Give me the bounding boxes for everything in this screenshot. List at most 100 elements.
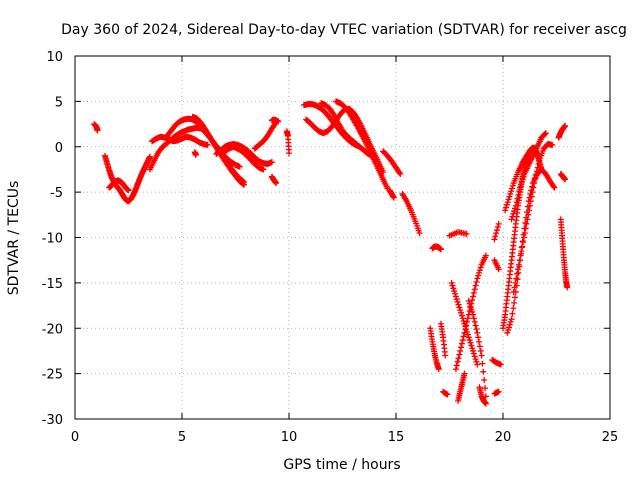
data-point — [514, 266, 521, 273]
data-point — [463, 322, 470, 329]
data-point — [494, 223, 501, 230]
data-point — [454, 298, 461, 305]
y-tick-label: 0 — [55, 141, 63, 156]
data-point — [505, 327, 512, 334]
data-point — [510, 288, 517, 295]
data-point — [497, 361, 504, 368]
data-point — [458, 340, 465, 347]
data-point — [511, 284, 518, 291]
data-point — [481, 376, 488, 383]
data-point — [519, 176, 526, 183]
data-point — [416, 229, 423, 236]
data-point — [458, 309, 465, 316]
data-point — [482, 252, 489, 259]
series-d8 — [557, 216, 571, 291]
data-point — [462, 326, 469, 333]
data-point — [456, 351, 463, 358]
data-point — [506, 321, 513, 328]
data-point — [467, 303, 474, 310]
data-point — [456, 304, 463, 311]
series-a12 — [268, 116, 282, 125]
data-point — [517, 184, 524, 191]
data-point — [542, 130, 549, 137]
x-tick-label: 20 — [495, 430, 512, 445]
data-point — [471, 286, 478, 293]
data-point — [476, 343, 483, 350]
data-point — [466, 300, 473, 307]
x-tick-label: 15 — [388, 430, 405, 445]
data-point — [535, 160, 542, 167]
data-point — [562, 176, 569, 183]
data-point — [390, 194, 397, 201]
data-point — [526, 202, 533, 209]
data-point — [510, 305, 517, 312]
data-point — [517, 252, 524, 259]
series-b2 — [303, 105, 387, 176]
data-point — [470, 293, 477, 300]
data-point — [502, 207, 509, 214]
data-point — [514, 276, 521, 283]
data-point — [435, 366, 442, 373]
data-point — [510, 210, 517, 217]
data-point — [192, 151, 199, 158]
data-point — [453, 362, 460, 369]
data-point — [512, 202, 519, 209]
data-point — [495, 220, 502, 227]
data-point — [473, 278, 480, 285]
series-c13 — [491, 257, 502, 273]
series-c4 — [437, 320, 449, 359]
data-point — [534, 164, 541, 171]
data-point — [125, 187, 132, 194]
data-point — [526, 147, 533, 154]
data-point — [478, 352, 485, 359]
data-point — [511, 299, 518, 306]
data-point — [502, 204, 509, 211]
data-point — [493, 230, 500, 237]
data-point — [513, 275, 520, 282]
data-point — [564, 284, 571, 291]
data-point — [491, 236, 498, 243]
chart-title: Day 360 of 2024, Sidereal Day-to-day VTE… — [61, 22, 627, 38]
y-tick-label: 10 — [46, 50, 63, 65]
data-point — [505, 196, 512, 203]
data-point — [476, 267, 483, 274]
data-point — [494, 227, 501, 234]
data-point — [471, 353, 478, 360]
x-tick-label: 5 — [178, 430, 186, 445]
data-point — [480, 368, 487, 375]
data-point — [468, 306, 475, 313]
data-point — [452, 293, 459, 300]
data-point — [453, 296, 460, 303]
series-d4 — [510, 141, 556, 295]
data-point — [509, 310, 516, 317]
data-point — [464, 315, 471, 322]
series-d3 — [508, 130, 549, 223]
data-point — [461, 370, 468, 377]
data-point — [470, 347, 477, 354]
data-point — [479, 360, 486, 367]
data-point — [460, 333, 467, 340]
data-point — [531, 180, 538, 187]
data-point — [454, 358, 461, 365]
grid-lines — [75, 56, 610, 419]
series-b6 — [399, 190, 423, 236]
y-tick-label: -10 — [42, 232, 63, 247]
data-point — [450, 285, 457, 292]
series-a13 — [268, 173, 280, 187]
data-point — [529, 189, 536, 196]
data-point — [463, 230, 470, 237]
data-point — [94, 127, 101, 134]
data-points — [91, 98, 571, 407]
data-point — [459, 315, 466, 322]
data-point — [457, 307, 464, 314]
y-tick-label: -25 — [42, 368, 63, 383]
data-point — [532, 175, 539, 182]
data-point — [507, 318, 514, 325]
data-point — [526, 207, 533, 214]
data-point — [464, 318, 471, 325]
data-point — [469, 308, 476, 315]
data-point — [521, 229, 528, 236]
data-point — [469, 297, 476, 304]
data-point — [507, 190, 514, 197]
series-b5 — [380, 148, 404, 177]
